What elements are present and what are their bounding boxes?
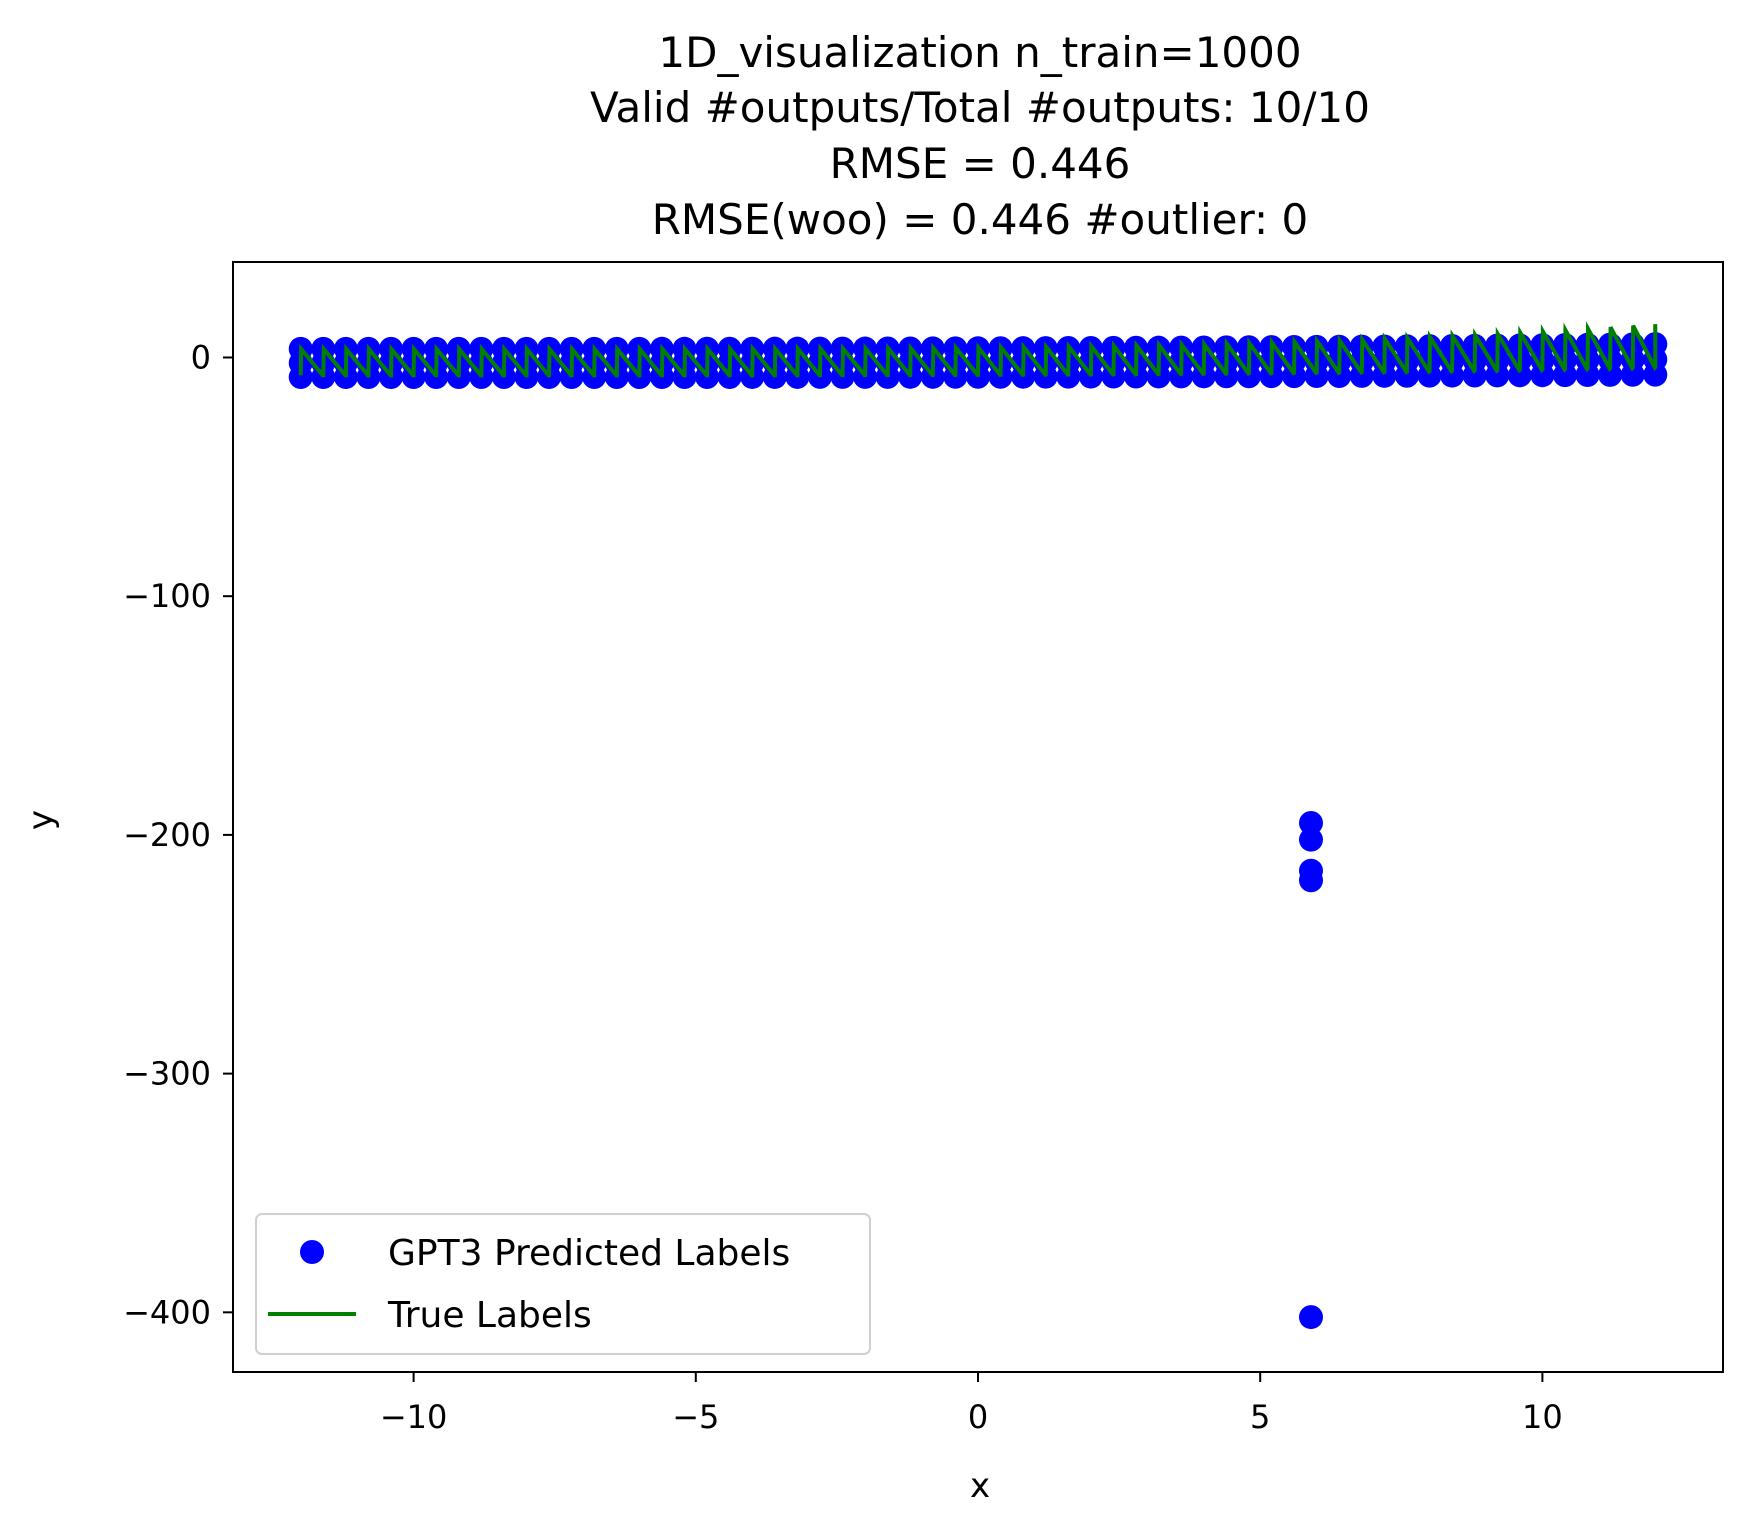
chart-title-line-2: Valid #outputs/Total #outputs: 10/10 xyxy=(590,83,1370,132)
x-tick-label-1: −5 xyxy=(672,1398,719,1436)
y-tick-label-1: −100 xyxy=(123,577,211,615)
true-labels-line xyxy=(298,321,1658,378)
y-tick-label-3: −300 xyxy=(123,1055,211,1093)
x-axis-label: x xyxy=(970,1466,990,1506)
axes: −10 −5 0 5 10 0 −100 −200 −300 −400 xyxy=(123,261,1724,1436)
chart-title-line-4: RMSE(woo) = 0.446 #outlier: 0 xyxy=(652,195,1309,244)
y-tick-label-4: −400 xyxy=(123,1293,211,1331)
legend: GPT3 Predicted Labels True Labels xyxy=(255,1213,871,1355)
x-tick-label-2: 0 xyxy=(968,1398,988,1436)
chart-title-line-3: RMSE = 0.446 xyxy=(830,139,1131,188)
y-axis-label: y xyxy=(21,810,61,830)
legend-box xyxy=(255,1213,871,1355)
legend-marker-predicted xyxy=(300,1240,324,1264)
predicted-outlier-point-3 xyxy=(1298,868,1323,893)
plot-area xyxy=(288,321,1668,1330)
x-tick-label-4: 10 xyxy=(1522,1398,1563,1436)
true-labels-series xyxy=(298,321,1658,378)
legend-label-0: GPT3 Predicted Labels xyxy=(388,1233,790,1274)
chart-title-line-1: 1D_visualization n_train=1000 xyxy=(658,28,1301,77)
legend-label-1: True Labels xyxy=(387,1295,592,1336)
y-tick-label-0: 0 xyxy=(191,338,211,376)
predicted-outlier-point-0 xyxy=(1298,810,1323,835)
x-tick-label-3: 5 xyxy=(1250,1398,1270,1436)
x-tick-label-0: −10 xyxy=(380,1398,448,1436)
predicted-outlier-point-4 xyxy=(1298,1305,1323,1330)
y-tick-label-2: −200 xyxy=(123,816,211,854)
predicted-outlier-point-1 xyxy=(1298,827,1323,852)
